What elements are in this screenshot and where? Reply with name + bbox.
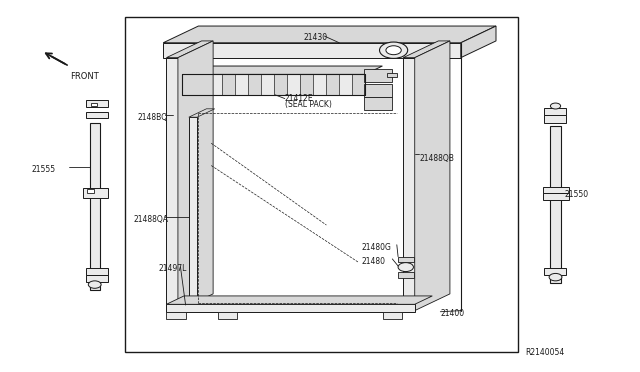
Bar	[86, 112, 108, 118]
Polygon shape	[182, 74, 195, 95]
Text: 21480: 21480	[362, 257, 385, 266]
Bar	[544, 108, 566, 115]
Polygon shape	[339, 74, 352, 95]
Polygon shape	[248, 69, 271, 74]
Polygon shape	[274, 69, 298, 74]
Text: (SEAL PACK): (SEAL PACK)	[285, 100, 332, 109]
Bar	[91, 103, 97, 106]
Bar	[87, 189, 94, 193]
Polygon shape	[403, 41, 450, 58]
Bar	[86, 100, 108, 107]
Polygon shape	[195, 74, 209, 95]
Polygon shape	[415, 41, 450, 311]
Text: R2140054: R2140054	[525, 348, 564, 357]
Bar	[125, 17, 518, 352]
Bar	[364, 97, 392, 110]
Polygon shape	[326, 74, 339, 95]
Polygon shape	[195, 69, 219, 74]
Bar	[364, 84, 392, 97]
Polygon shape	[182, 69, 206, 74]
Polygon shape	[189, 109, 215, 117]
Bar	[544, 115, 566, 123]
Text: 21400: 21400	[440, 309, 465, 318]
Bar	[387, 73, 397, 77]
Bar	[86, 275, 108, 282]
Bar	[550, 126, 561, 283]
Bar	[544, 268, 566, 275]
Polygon shape	[461, 26, 496, 58]
Polygon shape	[209, 69, 232, 74]
Bar	[166, 312, 186, 319]
Text: 21488QB: 21488QB	[419, 154, 454, 163]
Bar	[364, 69, 392, 82]
Polygon shape	[260, 69, 284, 74]
Circle shape	[88, 281, 101, 288]
Bar	[398, 272, 414, 278]
Bar	[189, 117, 197, 311]
Bar	[166, 304, 415, 312]
Polygon shape	[166, 296, 433, 304]
Polygon shape	[163, 26, 496, 43]
Polygon shape	[235, 74, 248, 95]
Polygon shape	[313, 69, 337, 74]
Bar	[383, 312, 402, 319]
Polygon shape	[274, 74, 287, 95]
Text: 21412E: 21412E	[285, 94, 314, 103]
Bar	[543, 187, 569, 193]
Bar	[403, 58, 415, 311]
Text: 21488QA: 21488QA	[133, 215, 168, 224]
Polygon shape	[221, 74, 235, 95]
Text: 21550: 21550	[564, 190, 589, 199]
Polygon shape	[248, 74, 260, 95]
Polygon shape	[221, 69, 245, 74]
Polygon shape	[182, 66, 383, 74]
Polygon shape	[209, 74, 221, 95]
Polygon shape	[287, 74, 300, 95]
Polygon shape	[339, 69, 362, 74]
Polygon shape	[287, 69, 310, 74]
Polygon shape	[163, 43, 461, 58]
Circle shape	[380, 42, 408, 58]
Text: 2148BQ: 2148BQ	[138, 113, 168, 122]
Polygon shape	[166, 41, 213, 58]
Circle shape	[549, 273, 562, 281]
Text: 21430: 21430	[304, 33, 328, 42]
Bar	[90, 123, 100, 290]
Polygon shape	[352, 69, 375, 74]
Bar	[218, 312, 237, 319]
Polygon shape	[352, 74, 365, 95]
Bar	[398, 257, 414, 262]
Bar	[166, 58, 178, 311]
Circle shape	[386, 46, 401, 55]
Polygon shape	[260, 74, 274, 95]
Text: 21555: 21555	[32, 165, 56, 174]
Bar	[543, 193, 569, 200]
Bar	[83, 188, 108, 198]
Polygon shape	[313, 74, 326, 95]
Circle shape	[550, 103, 561, 109]
Circle shape	[398, 263, 413, 272]
Text: 21480G: 21480G	[362, 243, 392, 251]
Polygon shape	[235, 69, 258, 74]
Polygon shape	[300, 74, 313, 95]
Text: FRONT: FRONT	[70, 72, 99, 81]
Text: 21497L: 21497L	[159, 264, 187, 273]
Polygon shape	[178, 41, 213, 311]
Polygon shape	[326, 69, 349, 74]
Bar	[86, 268, 108, 275]
Polygon shape	[300, 69, 323, 74]
